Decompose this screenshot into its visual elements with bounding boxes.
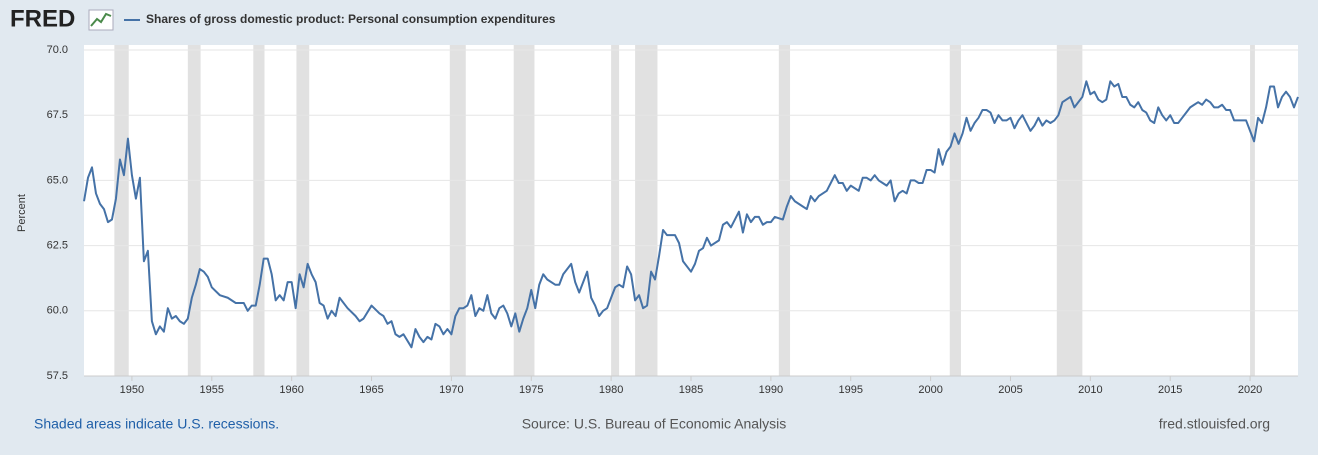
y-tick-label: 70.0 xyxy=(47,44,68,56)
x-tick-label: 1980 xyxy=(599,384,623,396)
recession-band xyxy=(253,45,265,376)
site-link[interactable]: fred.stlouisfed.org xyxy=(1159,416,1270,432)
y-tick-label: 60.0 xyxy=(47,305,68,317)
x-tick-label: 1950 xyxy=(120,384,144,396)
source-note: Source: U.S. Bureau of Economic Analysis xyxy=(522,416,787,432)
x-tick-label: 1985 xyxy=(679,384,703,396)
x-tick-label: 2015 xyxy=(1158,384,1182,396)
recession-note[interactable]: Shaded areas indicate U.S. recessions. xyxy=(34,416,279,432)
recession-band xyxy=(635,45,658,376)
logo[interactable]: FRED xyxy=(10,5,75,32)
recession-band xyxy=(187,45,201,376)
recession-band xyxy=(114,45,129,376)
recession-band xyxy=(513,45,535,376)
y-axis-label: Percent xyxy=(16,194,28,232)
y-tick-label: 62.5 xyxy=(47,240,68,252)
recession-band xyxy=(296,45,310,376)
recession-band xyxy=(1056,45,1083,376)
series-line xyxy=(83,80,1299,349)
x-tick-label: 1990 xyxy=(759,384,783,396)
recession-band xyxy=(949,45,961,376)
recession-band xyxy=(611,45,620,376)
plot-area xyxy=(84,45,1298,376)
x-tick-label: 2000 xyxy=(918,384,942,396)
x-tick-label: 1960 xyxy=(279,384,303,396)
x-tick-label: 2005 xyxy=(998,384,1022,396)
x-tick-label: 1995 xyxy=(838,384,862,396)
y-tick-label: 65.0 xyxy=(47,174,68,186)
x-tick-label: 2020 xyxy=(1238,384,1262,396)
recession-band xyxy=(778,45,791,376)
x-tick-label: 1955 xyxy=(200,384,224,396)
logo-icon xyxy=(88,9,114,31)
x-tick-label: 1975 xyxy=(519,384,543,396)
legend-label: Shares of gross domestic product: Person… xyxy=(146,12,556,26)
y-tick-label: 57.5 xyxy=(47,370,68,382)
x-tick-label: 1970 xyxy=(439,384,463,396)
x-tick-label: 1965 xyxy=(359,384,383,396)
x-tick-label: 2010 xyxy=(1078,384,1102,396)
y-tick-label: 67.5 xyxy=(47,109,68,121)
recession-band xyxy=(1250,45,1255,376)
recession-band xyxy=(449,45,466,376)
